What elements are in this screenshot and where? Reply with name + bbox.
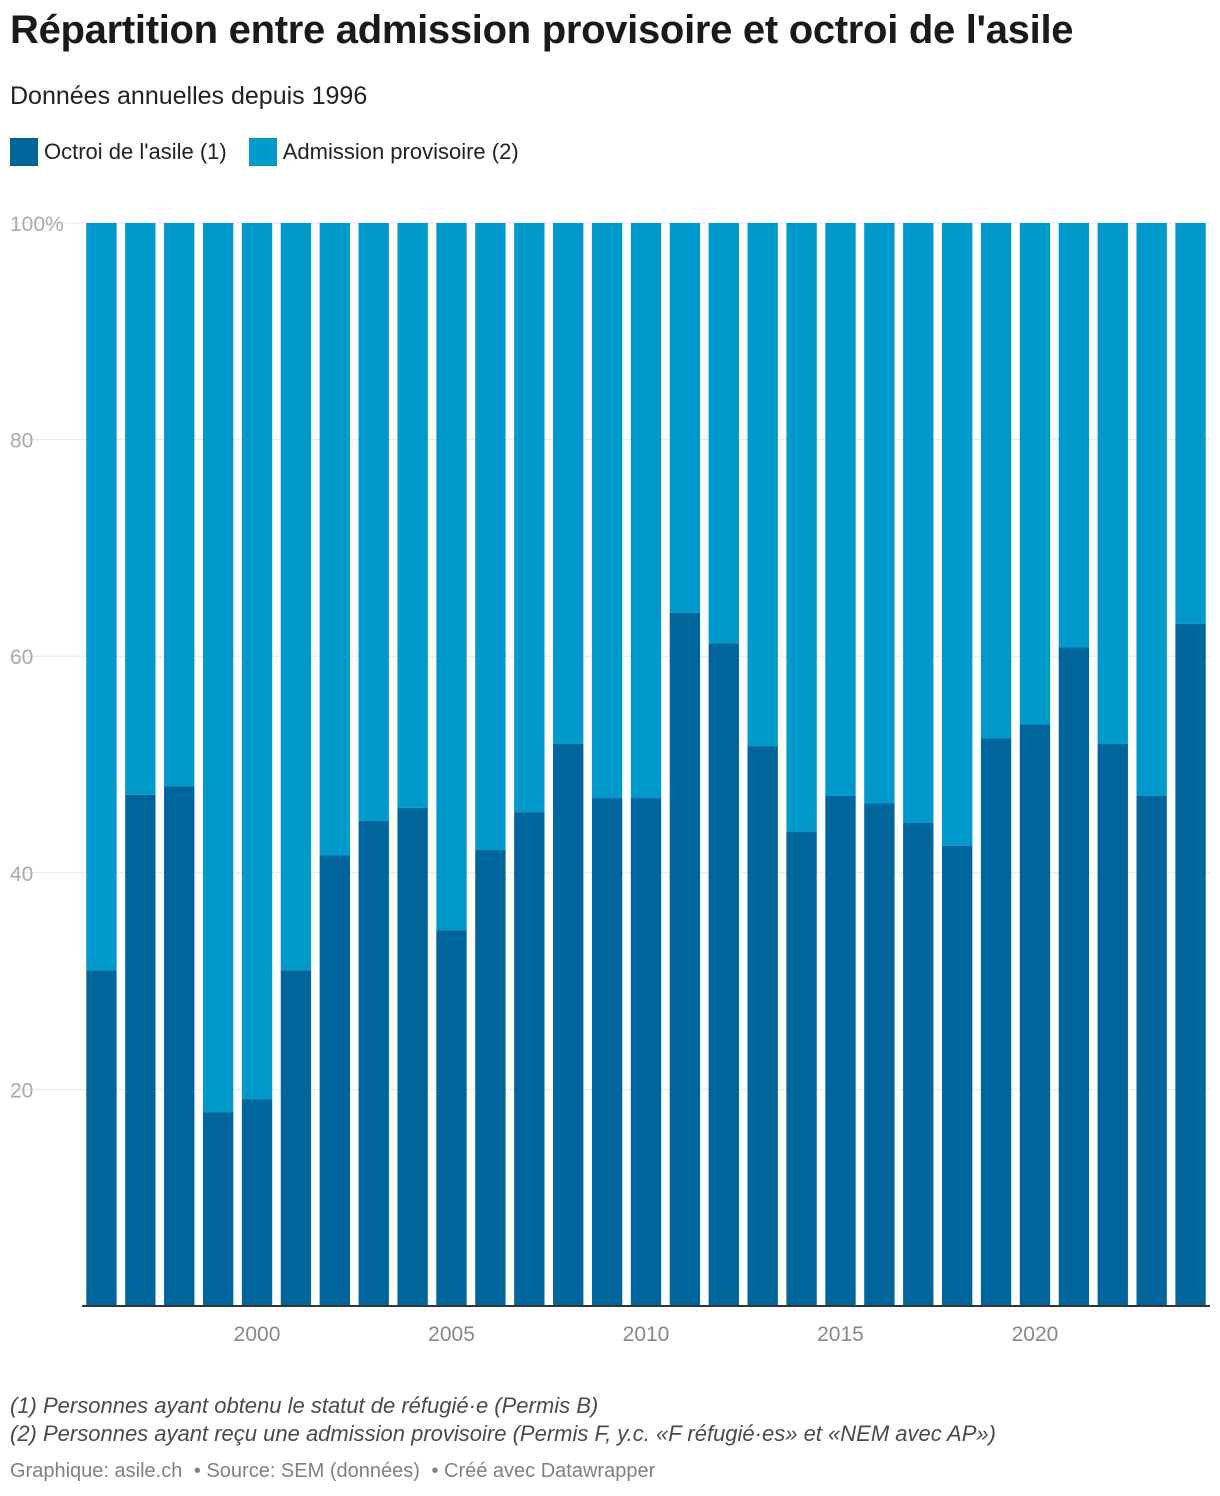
bar-asile-1996 [86, 970, 117, 1306]
bar-admission-2016 [864, 223, 895, 804]
bar-asile-2013 [747, 746, 778, 1306]
legend-item-asile: Octroi de l'asile (1) [10, 138, 227, 166]
bar-admission-2017 [903, 223, 934, 823]
stacked-bar-chart: 20 40 60 80 100% 2000 2005 2010 2015 2020 [10, 213, 1210, 1346]
bar-admission-2024 [1175, 223, 1206, 624]
bar-asile-2007 [514, 812, 545, 1306]
bar-asile-2008 [553, 743, 584, 1306]
bar-admission-2006 [475, 223, 506, 851]
legend-item-admission: Admission provisoire (2) [248, 138, 519, 166]
x-tick-label: 2015 [817, 1323, 864, 1346]
bar-asile-2014 [786, 831, 817, 1306]
bar-admission-2020 [1019, 223, 1051, 725]
chart-title: Répartition entre admission provisoire e… [10, 8, 1074, 52]
bar-asile-2004 [397, 807, 428, 1306]
bar-asile-2005 [436, 930, 467, 1306]
y-tick-label: 20 [10, 1079, 33, 1102]
chart-subtitle: Données annuelles depuis 1996 [10, 82, 368, 110]
credit-line: Graphique: asile.ch • Source: SEM (donné… [10, 1460, 661, 1483]
credit-tool: • Créé avec Datawrapper [431, 1460, 656, 1482]
bar-admission-2018 [942, 223, 973, 846]
bar-admission-2002 [319, 223, 350, 856]
bar-admission-2012 [708, 223, 739, 644]
legend-label-asile: Octroi de l'asile (1) [44, 139, 227, 164]
legend-label-admission: Admission provisoire (2) [282, 139, 519, 164]
bar-asile-2017 [903, 822, 934, 1306]
bar-asile-1997 [125, 794, 156, 1306]
bar-admission-2007 [514, 223, 545, 813]
bar-admission-2005 [436, 223, 467, 931]
bar-admission-1996 [86, 223, 117, 971]
bar-asile-2024 [1175, 623, 1206, 1306]
y-tick-label: 60 [10, 646, 33, 669]
bar-admission-2023 [1136, 223, 1167, 796]
bar-admission-2008 [553, 223, 584, 744]
footnotes: (1) Personnes ayant obtenu le statut de … [10, 1392, 996, 1448]
bar-admission-2015 [825, 223, 856, 796]
bar-asile-2020 [1019, 724, 1051, 1306]
bar-admission-2009 [591, 223, 623, 799]
bar-admission-1999 [202, 223, 234, 1113]
bar-admission-2003 [358, 223, 389, 821]
bar-asile-2022 [1097, 743, 1128, 1306]
bar-asile-2018 [942, 845, 973, 1306]
bar-asile-2002 [319, 855, 350, 1306]
bar-asile-1998 [164, 786, 195, 1306]
bar-asile-2009 [591, 798, 623, 1306]
x-tick-label: 2000 [234, 1323, 281, 1346]
bar-asile-2016 [864, 803, 895, 1306]
bar-admission-2019 [980, 223, 1012, 739]
bar-admission-2010 [630, 223, 662, 799]
bar-admission-2013 [747, 223, 778, 747]
x-tick-label: 2020 [1012, 1323, 1059, 1346]
bar-admission-2022 [1097, 223, 1128, 744]
bar-admission-1997 [125, 223, 156, 795]
x-tick-label: 2005 [428, 1323, 475, 1346]
bar-asile-2000 [241, 1099, 273, 1306]
bar-asile-2003 [358, 820, 389, 1306]
bar-asile-2023 [1136, 795, 1167, 1306]
bar-asile-2021 [1058, 647, 1090, 1306]
bar-admission-2000 [241, 223, 273, 1100]
bar-asile-2010 [630, 798, 662, 1306]
bar-asile-2019 [980, 738, 1012, 1306]
bar-asile-1999 [202, 1112, 234, 1306]
bar-asile-2011 [669, 612, 701, 1306]
y-tick-label: 80 [10, 430, 33, 453]
legend: Octroi de l'asile (1) Admission provisoi… [10, 138, 519, 166]
bar-asile-2015 [825, 795, 856, 1306]
bar-admission-2021 [1058, 223, 1090, 648]
credit-source: • Source: SEM (données) [193, 1460, 420, 1482]
credit-graphique: Graphique: asile.ch [10, 1460, 183, 1482]
footnote-1: (1) Personnes ayant obtenu le statut de … [10, 1393, 599, 1418]
bar-asile-2001 [280, 970, 312, 1306]
legend-swatch-asile [10, 138, 38, 166]
x-tick-label: 2010 [623, 1323, 670, 1346]
y-tick-label: 100% [10, 213, 64, 236]
legend-swatch-admission [248, 138, 277, 166]
bar-admission-2014 [786, 223, 817, 832]
bar-admission-2004 [397, 223, 428, 808]
bar-admission-1998 [164, 223, 195, 787]
y-tick-label: 40 [10, 863, 33, 886]
bar-asile-2006 [475, 850, 506, 1306]
footnote-2: (2) Personnes ayant reçu une admission p… [10, 1421, 996, 1446]
bar-admission-2001 [280, 223, 312, 971]
bar-admission-2011 [669, 223, 701, 613]
bar-asile-2012 [708, 643, 739, 1306]
